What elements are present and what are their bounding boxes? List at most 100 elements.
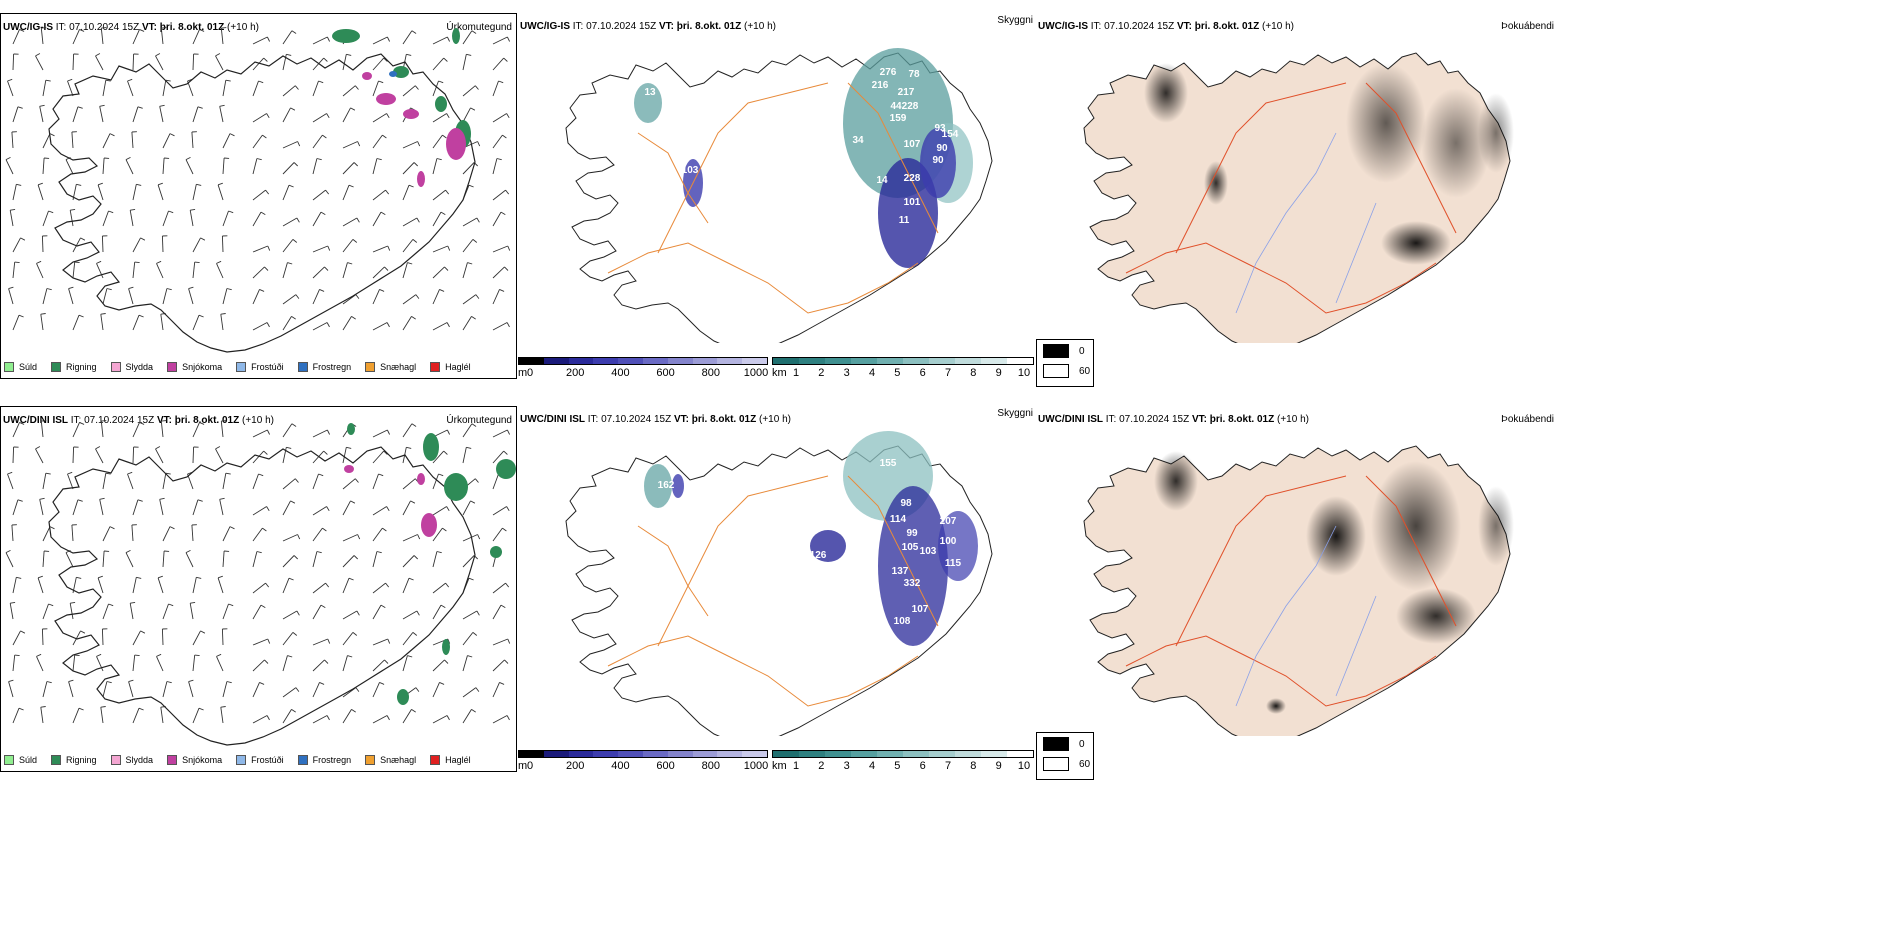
wind-barb xyxy=(131,524,134,542)
wind-barb xyxy=(42,157,45,175)
wind-barb xyxy=(11,524,14,542)
wind-barb xyxy=(402,655,408,672)
wind-barb xyxy=(402,239,414,253)
wind-barb-flag xyxy=(506,715,510,721)
legend-label: Frostúði xyxy=(251,362,284,372)
wind-barb-flag xyxy=(507,245,511,251)
wind-barb-flag xyxy=(41,420,47,422)
cloud-base-label: 78 xyxy=(908,69,920,80)
wind-barb xyxy=(282,185,290,201)
wind-barb-flag xyxy=(156,260,162,264)
wind-barb-flag xyxy=(474,478,479,483)
fog-swatch xyxy=(1043,344,1069,358)
wind-barb xyxy=(252,245,268,253)
wind-barb xyxy=(372,450,385,464)
cloud-base-label: 107 xyxy=(912,604,929,615)
wind-barb xyxy=(372,715,388,724)
wind-barb xyxy=(402,85,416,97)
legend-label: Slydda xyxy=(125,362,154,372)
wind-barb xyxy=(9,210,14,227)
model-name: UWC/IG-IS xyxy=(3,22,53,33)
wind-barb xyxy=(492,715,508,724)
wind-barb-flag xyxy=(379,288,385,292)
colorbar-tick: 6 xyxy=(919,367,926,379)
wind-barb-flag xyxy=(263,57,268,62)
wind-barb-flag xyxy=(36,653,42,657)
model-name: UWC/DINI ISL xyxy=(1038,414,1103,425)
colorbar-step xyxy=(667,358,693,364)
wind-barb xyxy=(252,211,262,227)
wind-barb xyxy=(192,446,195,464)
wind-barb xyxy=(432,527,443,542)
wind-barb xyxy=(132,29,140,45)
wind-barb-flag xyxy=(68,679,74,683)
wind-barb xyxy=(222,157,225,175)
colorbar-tick: 3 xyxy=(843,367,850,379)
cloud-panel-2: UWC/DINI ISL IT: 07.10.2024 15Z VT: þri.… xyxy=(518,406,1035,772)
wind-barb-flag xyxy=(155,446,161,450)
wind-barb xyxy=(162,681,168,698)
wind-barb xyxy=(125,159,134,175)
wind-barb-flag xyxy=(96,653,102,657)
wind-barb xyxy=(37,577,44,594)
wind-barb xyxy=(12,577,17,594)
cloud-base-label: 332 xyxy=(904,578,921,589)
wind-barb-flag xyxy=(323,57,328,62)
wind-barb-flag xyxy=(350,107,356,111)
cloud-panel-1: UWC/IG-IS IT: 07.10.2024 15Z VT: þri. 8.… xyxy=(518,13,1035,379)
wind-barb xyxy=(432,450,445,464)
wind-barb xyxy=(162,288,168,305)
wind-barb xyxy=(372,473,379,490)
wind-barb-flag xyxy=(17,106,23,109)
wind-barb-flag xyxy=(108,210,114,214)
wind-barb xyxy=(102,526,111,542)
colorbar-step xyxy=(717,751,743,757)
wind-barb-flag xyxy=(74,261,80,264)
wind-barb xyxy=(252,189,266,201)
wind-barb-flag xyxy=(506,36,511,42)
wind-barb-flag xyxy=(199,421,205,425)
fog-legend-row: 60 xyxy=(1043,364,1090,378)
wind-barb xyxy=(40,421,44,438)
wind-barb xyxy=(97,184,104,201)
wind-barb xyxy=(132,237,141,253)
wind-barb-flag xyxy=(14,654,20,657)
wind-barb-flag xyxy=(16,576,22,579)
wind-barb-flag xyxy=(96,260,102,264)
wind-barb-flag xyxy=(291,423,297,427)
wind-barb xyxy=(282,534,298,542)
wind-barb xyxy=(462,30,473,45)
wind-barb-flag xyxy=(326,113,330,119)
wind-barb xyxy=(5,159,14,175)
wind-barb-flag xyxy=(445,582,450,588)
wind-barb xyxy=(42,550,45,568)
wind-barb-flag xyxy=(506,322,510,328)
it-label: IT: xyxy=(70,415,82,426)
wind-barb-flag xyxy=(80,630,86,634)
wind-barb xyxy=(222,80,227,97)
wind-barb xyxy=(312,189,326,201)
cloud-base-label: 132 xyxy=(868,624,885,635)
wind-barb-flag xyxy=(440,604,446,608)
colorbar-strip xyxy=(772,357,1034,365)
wind-barb-flag xyxy=(288,184,294,188)
cloud-base-label: 90 xyxy=(936,143,948,154)
wind-barb-flag xyxy=(97,182,103,186)
wind-barb-flag xyxy=(97,575,103,579)
wind-barb-flag xyxy=(130,601,136,604)
fog-legend-row: 60 xyxy=(1043,757,1090,771)
wind-barb-flag xyxy=(5,156,11,161)
wind-barb xyxy=(462,239,474,253)
wind-barb-flag xyxy=(475,294,480,299)
wind-barb-flag xyxy=(70,208,76,211)
wind-barb-flag xyxy=(353,162,359,167)
wind-barb-flag xyxy=(197,499,203,502)
wind-barb-flag xyxy=(293,162,299,167)
wind-barb xyxy=(5,552,14,568)
wind-barb xyxy=(189,603,194,620)
wind-barb-flag xyxy=(446,36,451,42)
wind-barb-flag xyxy=(386,506,390,512)
wind-barb xyxy=(312,604,322,620)
lead-time: (+10 h) xyxy=(242,415,274,426)
wind-barb xyxy=(312,527,323,542)
